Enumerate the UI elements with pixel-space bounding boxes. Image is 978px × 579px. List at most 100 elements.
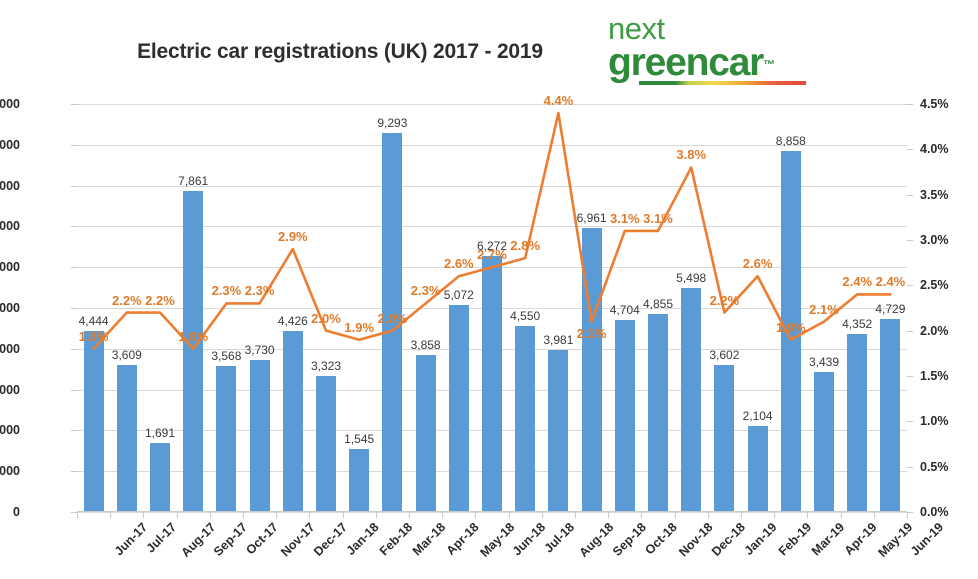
x-axis-tick (342, 512, 344, 518)
percentage-label: 2.6% (742, 256, 773, 272)
bar[interactable] (349, 448, 370, 512)
bar-value-label: 7,861 (178, 174, 209, 189)
percentage-label: 2.3% (244, 283, 275, 299)
percentage-label: 2.6% (443, 256, 474, 272)
x-axis-tick-label: Apr-19 (841, 520, 880, 558)
bar-value-label: 4,855 (642, 296, 674, 311)
x-axis-tick (907, 512, 908, 518)
bar-value-label: 3,981 (543, 332, 574, 347)
bar[interactable] (150, 443, 170, 512)
market-share-line (92, 111, 892, 351)
bar[interactable] (780, 150, 801, 512)
x-axis-tick-label: Jan-18 (343, 520, 382, 558)
bar[interactable] (747, 426, 768, 512)
bar[interactable] (581, 228, 602, 512)
percentage-label: 4.4% (543, 93, 574, 109)
bar[interactable] (482, 256, 502, 512)
percentage-label: 2.2% (111, 292, 142, 308)
bar[interactable] (448, 305, 469, 512)
right-axis-tick (907, 466, 913, 468)
left-axis-tick-label: 1,000 (0, 464, 20, 479)
bar[interactable] (216, 366, 237, 512)
bar[interactable] (249, 359, 270, 512)
right-axis-tick (907, 421, 913, 423)
bar[interactable] (814, 371, 834, 512)
left-axis-tick (71, 185, 77, 187)
bar[interactable] (880, 319, 901, 512)
x-axis-tick-label: Feb-19 (775, 520, 814, 559)
percentage-label: 3.1% (643, 210, 673, 226)
x-axis-tick-label: Jul-18 (541, 520, 578, 556)
x-axis-tick-label: Aug-17 (178, 520, 219, 560)
right-axis-tick (907, 512, 913, 513)
bar-value-label: 4,352 (842, 317, 873, 332)
left-axis-tick (71, 267, 77, 269)
percentage-label: 2.2% (709, 292, 740, 308)
x-axis-tick (873, 512, 875, 518)
bar[interactable] (847, 334, 868, 512)
x-axis-tick-label: Aug-18 (576, 520, 617, 560)
right-axis-tick (907, 330, 913, 332)
left-axis-tick-label: 0 (13, 505, 20, 519)
bar[interactable] (614, 320, 635, 512)
percentage-label: 2.3% (410, 283, 441, 299)
x-axis-tick-label: Jan-19 (741, 520, 780, 558)
percentage-label: 1.9% (775, 319, 806, 335)
x-axis-tick-label: Sep-17 (211, 520, 251, 559)
gridline (77, 226, 907, 228)
left-axis-tick-label: 8,000 (0, 178, 20, 193)
left-axis-tick-label: 2,000 (0, 423, 20, 438)
percentage-label: 2.3% (211, 283, 242, 299)
left-axis-tick-label: 10,000 (0, 97, 20, 111)
percentage-label: 2.7% (477, 247, 507, 263)
percentage-label: 2.2% (145, 292, 175, 308)
bar[interactable] (83, 330, 104, 512)
bar[interactable] (681, 287, 702, 512)
logo-text-next: next (608, 11, 665, 46)
bar[interactable] (316, 376, 336, 512)
brand-logo: next greencar™ (608, 11, 848, 98)
bar-value-label: 4,426 (277, 314, 308, 329)
right-axis-tick (907, 285, 913, 287)
right-axis-tick-label: 2.0% (920, 323, 949, 338)
left-axis-tick (71, 104, 77, 105)
right-axis-tick-label: 0.5% (920, 459, 949, 474)
logo-text-greencar-row: greencar™ (608, 43, 848, 86)
bar[interactable] (548, 349, 569, 512)
percentage-label: 2.8% (510, 238, 541, 254)
bar[interactable] (183, 191, 204, 512)
bar[interactable] (282, 331, 303, 512)
bar-value-label: 4,729 (875, 302, 906, 317)
x-axis-tick-label: Jul-17 (143, 520, 179, 556)
x-axis-tick-label: Jun-19 (908, 520, 947, 559)
bar[interactable] (415, 354, 436, 512)
bar-value-label: 6,272 (476, 239, 508, 254)
percentage-label: 2.1% (809, 301, 839, 317)
bar[interactable] (714, 365, 735, 512)
bar[interactable] (116, 364, 137, 512)
x-axis-tick (707, 512, 709, 518)
bar-value-label: 1,691 (144, 426, 176, 440)
bar[interactable] (382, 132, 403, 512)
x-axis-tick-label: Jun-17 (111, 520, 150, 559)
x-axis-tick (807, 512, 809, 518)
x-axis-tick (541, 512, 543, 518)
percentage-label: 2.1% (576, 325, 607, 341)
right-axis-tick-label: 3.0% (920, 233, 949, 247)
left-axis-tick-label: 3,000 (0, 382, 20, 397)
bar-value-label: 9,293 (377, 115, 408, 130)
x-axis-tick-label: Dec-18 (709, 520, 749, 559)
bar-value-label: 4,444 (78, 313, 109, 328)
gridline (77, 144, 907, 146)
bar-value-label: 3,439 (808, 354, 840, 369)
bar[interactable] (648, 313, 668, 512)
left-axis-tick (71, 144, 77, 146)
left-axis-tick (71, 512, 77, 513)
bar[interactable] (515, 326, 536, 512)
bar-value-label: 4,704 (609, 303, 640, 318)
x-axis-tick-label: Sep-18 (609, 520, 649, 559)
left-axis-tick-label: 4,000 (0, 341, 20, 356)
bar-value-label: 8,858 (775, 133, 806, 148)
x-axis-tick-label: Oct-17 (243, 520, 282, 558)
